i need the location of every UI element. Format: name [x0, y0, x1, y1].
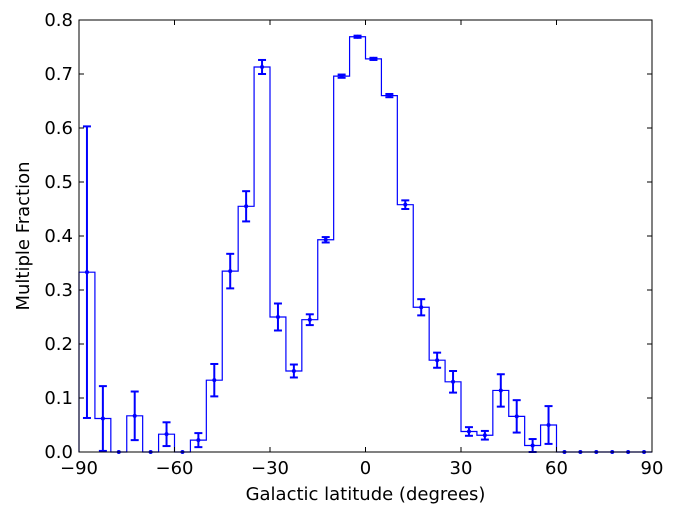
- data-point-marker: [84, 270, 89, 275]
- data-point-27: [512, 399, 521, 434]
- data-point-17: [353, 34, 362, 39]
- data-point-marker: [419, 305, 424, 310]
- data-point-marker: [482, 433, 487, 438]
- data-point-10: [242, 190, 251, 223]
- x-axis-label: Galactic latitude (degrees): [246, 484, 486, 505]
- x-tick-label: −90: [60, 458, 98, 479]
- data-point-marker: [371, 56, 376, 61]
- y-tick-label: 0.2: [44, 334, 73, 355]
- data-point-marker: [323, 237, 328, 242]
- data-point-marker: [275, 315, 280, 319]
- data-point-14: [305, 313, 314, 327]
- plot-frame: [78, 19, 653, 453]
- data-point-marker: [451, 379, 456, 384]
- y-tick-label: 0.0: [44, 442, 73, 463]
- data-point-25: [480, 429, 489, 441]
- data-point-marker: [466, 429, 471, 434]
- data-point-marker: [435, 358, 440, 363]
- data-point-20: [401, 199, 410, 210]
- data-point-18: [369, 56, 378, 61]
- data-point-marker: [260, 64, 265, 69]
- data-point-marker: [100, 416, 105, 421]
- data-point-24: [464, 426, 473, 437]
- x-tick-label: −60: [156, 458, 194, 479]
- data-point-8: [210, 362, 219, 398]
- data-point-26: [496, 373, 505, 408]
- plot-background: [79, 20, 652, 452]
- data-point-9: [226, 252, 235, 290]
- data-point-0: [82, 125, 91, 419]
- data-point-15: [321, 236, 330, 244]
- y-tick-label: 0.6: [44, 118, 73, 139]
- x-tick-label: 0: [360, 458, 371, 479]
- data-point-marker: [514, 414, 519, 419]
- data-point-23: [449, 370, 458, 394]
- data-point-marker: [355, 34, 360, 39]
- data-point-marker: [228, 269, 233, 274]
- data-point-12: [273, 302, 282, 332]
- data-point-3: [130, 390, 139, 442]
- data-point-marker: [498, 388, 503, 393]
- data-point-marker: [339, 74, 344, 79]
- ticks-layer: −90 −60 −30 0 30 60 90 0.0 0.1 0.2 0.3 0.4 0.5 0.6 0.7…: [44, 10, 663, 479]
- data-point-21: [417, 298, 426, 317]
- data-point-7: [194, 432, 203, 449]
- data-point-marker: [291, 369, 296, 373]
- y-tick-label: 0.1: [44, 388, 73, 409]
- data-point-marker: [244, 204, 249, 209]
- data-point-5: [162, 421, 171, 448]
- y-axis-label: Multiple Fraction: [13, 161, 34, 310]
- y-tick-label: 0.3: [44, 280, 73, 301]
- x-tick-label: 60: [545, 458, 568, 479]
- data-point-16: [337, 73, 346, 79]
- data-point-marker: [387, 93, 392, 98]
- data-point-marker: [530, 443, 535, 448]
- x-tick-label: 30: [450, 458, 473, 479]
- data-point-22: [433, 351, 442, 369]
- y-tick-label: 0.8: [44, 10, 73, 31]
- data-point-marker: [196, 438, 201, 443]
- data-point-13: [289, 363, 298, 379]
- data-point-19: [385, 92, 394, 99]
- data-point-marker: [212, 378, 217, 383]
- data-point-marker: [307, 317, 312, 322]
- x-tick-label: 90: [641, 458, 664, 479]
- x-tick-label: −30: [251, 458, 289, 479]
- data-point-marker: [546, 423, 551, 427]
- marks-layer: [78, 34, 652, 454]
- data-point-29: [544, 405, 553, 445]
- y-tick-label: 0.4: [44, 226, 73, 247]
- data-point-marker: [403, 202, 408, 207]
- data-point-marker: [132, 413, 137, 418]
- data-point-marker: [164, 432, 169, 437]
- data-point-11: [258, 58, 267, 75]
- y-tick-label: 0.5: [44, 172, 73, 193]
- data-point-1: [98, 385, 107, 452]
- y-tick-label: 0.7: [44, 64, 73, 85]
